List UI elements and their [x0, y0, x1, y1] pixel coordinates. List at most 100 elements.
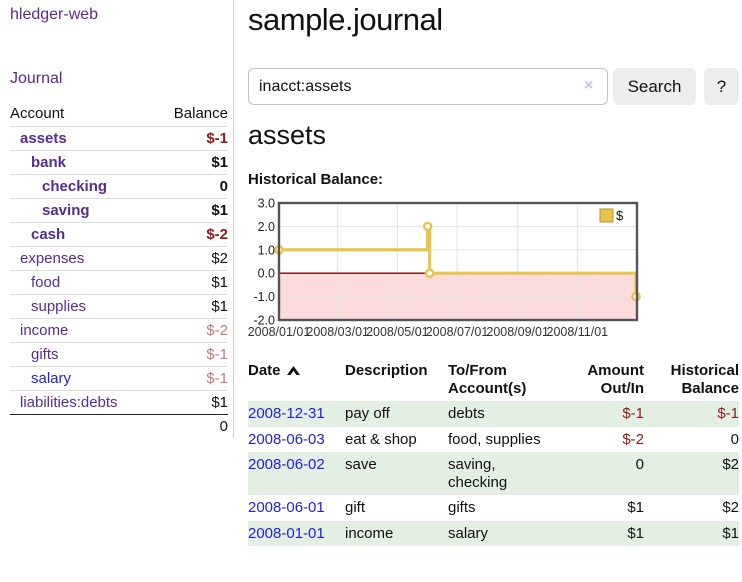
- account-balance: $1: [154, 390, 228, 415]
- register-cell-amount: $1: [627, 499, 644, 516]
- y-axis-tick-label: 3.0: [258, 197, 275, 211]
- search-button[interactable]: Search: [613, 68, 696, 105]
- account-row: salary $-1: [10, 366, 228, 391]
- account-row: income $-2: [10, 318, 228, 343]
- x-axis-tick-label: 2008/01/01: [248, 325, 311, 339]
- account-balance: 0: [154, 174, 228, 199]
- accounts-total-row: 0: [10, 414, 228, 438]
- register-cell-description: gift: [345, 499, 366, 516]
- x-axis-tick-label: 2008/09/01: [486, 325, 549, 339]
- register-date-link[interactable]: 2008-06-02: [248, 456, 325, 473]
- register-cell-amount: $-1: [622, 405, 644, 422]
- y-axis-tick-label: 1.0: [258, 243, 275, 257]
- account-link-food[interactable]: food: [31, 274, 61, 291]
- data-point-marker: [422, 221, 433, 232]
- register-cell-balance: $-1: [717, 405, 739, 422]
- legend-swatch: [599, 208, 614, 223]
- register-row: 2008-12-31 pay off debts $-1 $-1: [248, 401, 739, 427]
- account-balance: $-2: [154, 222, 228, 247]
- register-cell-accounts: saving, checking: [448, 452, 579, 495]
- register-cell-date: 2008-01-01: [248, 521, 345, 547]
- account-row: bank $1: [10, 150, 228, 175]
- account-link-salary[interactable]: salary: [31, 370, 72, 387]
- account-link-saving[interactable]: saving: [42, 202, 90, 219]
- sort-ascending-icon: [286, 366, 300, 375]
- accounts-total-spacer: [10, 414, 155, 438]
- account-balance: $1: [154, 150, 228, 175]
- search-input[interactable]: [248, 68, 608, 105]
- account-heading: assets: [248, 120, 327, 150]
- register-cell-description: pay off: [345, 405, 390, 422]
- sidebar-divider: [233, 0, 234, 438]
- register-cell-balance: $2: [722, 499, 739, 516]
- register-cell-description: income: [345, 524, 394, 542]
- x-axis-tick-label: 2008/07/01: [426, 325, 489, 339]
- register-cell-accounts: salary: [448, 521, 579, 547]
- register-row: 2008-06-02 save saving, checking 0 $2: [248, 452, 739, 495]
- account-row: cash $-2: [10, 222, 228, 247]
- y-axis-tick-label: -2.0: [253, 314, 275, 328]
- register-header-row: Date Description To/From Account(s) Amou…: [248, 358, 739, 401]
- sidebar-item-journal[interactable]: Journal: [10, 70, 63, 87]
- register-accounts-text: salary: [448, 524, 489, 542]
- register-header-date-label: Date: [248, 362, 281, 379]
- accounts-header-balance: Balance: [173, 105, 228, 122]
- account-balance: $2: [154, 246, 228, 271]
- account-balance: $1: [154, 294, 228, 319]
- clear-search-icon[interactable]: ×: [584, 77, 594, 94]
- account-balance: $-1: [154, 126, 228, 151]
- account-link-supplies[interactable]: supplies: [31, 298, 87, 315]
- account-row: saving $1: [10, 198, 228, 223]
- search-bar: × Search ?: [248, 68, 742, 105]
- account-row: gifts $-1: [10, 342, 228, 367]
- register-row: 2008-06-03 eat & shop food, supplies $-2 0: [248, 427, 739, 453]
- account-link-cash[interactable]: cash: [31, 226, 66, 243]
- register-date-link[interactable]: 2008-12-31: [248, 405, 325, 422]
- register-cell-amount: 0: [635, 456, 644, 473]
- account-balance: $-1: [154, 366, 228, 391]
- register-header-date[interactable]: Date: [248, 358, 345, 401]
- accounts-total-value: 0: [154, 414, 228, 438]
- register-cell-balance: $2: [722, 456, 739, 473]
- account-link-gifts[interactable]: gifts: [31, 346, 59, 363]
- register-cell-balance: $1: [722, 524, 739, 542]
- account-row: checking 0: [10, 174, 228, 199]
- plot-border: [277, 201, 639, 322]
- account-row: liabilities:debts $1: [10, 390, 228, 415]
- register-row: 2008-06-01 gift gifts $1 $2: [248, 495, 739, 521]
- register-cell-accounts: debts: [448, 401, 579, 427]
- data-point-marker: [424, 268, 435, 278]
- register-table: Date Description To/From Account(s) Amou…: [248, 358, 739, 546]
- legend-label: $: [616, 208, 624, 223]
- account-link-expenses[interactable]: expenses: [20, 250, 85, 267]
- register-cell-date: 2008-06-02: [248, 452, 345, 495]
- historical-balance-chart: $3.0 2.0 1.0 0.0 -1.0 -2.02008/01/012008/03/0…: [248, 197, 641, 339]
- register-cell-date: 2008-06-03: [248, 427, 345, 453]
- account-row: expenses $2: [10, 246, 228, 271]
- register-cell-date: 2008-12-31: [248, 401, 345, 427]
- register-cell-description: save: [345, 456, 377, 473]
- x-axis-tick-label: 2008/11/01: [547, 325, 609, 339]
- account-balance: $1: [154, 270, 228, 295]
- account-row: assets $-1: [10, 126, 228, 151]
- account-link-checking[interactable]: checking: [42, 178, 108, 195]
- x-axis-tick-label: 2008/05/01: [366, 325, 429, 339]
- register-date-link[interactable]: 2008-01-01: [248, 524, 325, 542]
- account-link-income[interactable]: income: [20, 322, 69, 339]
- account-link-assets[interactable]: assets: [20, 130, 67, 147]
- y-axis-tick-label: 2.0: [258, 220, 275, 234]
- app-title-link[interactable]: hledger-web: [10, 6, 99, 23]
- account-link-liabilities-debts[interactable]: liabilities:debts: [20, 394, 118, 411]
- register-accounts-text: saving, checking: [448, 456, 508, 491]
- register-date-link[interactable]: 2008-06-03: [248, 430, 325, 448]
- register-header-accounts: To/From Account(s): [448, 358, 579, 401]
- help-button[interactable]: ?: [704, 68, 739, 105]
- register-cell-amount: $1: [627, 524, 644, 542]
- account-row: supplies $1: [10, 294, 228, 319]
- register-header-balance: Historical Balance: [670, 362, 739, 397]
- account-link-bank[interactable]: bank: [31, 154, 67, 171]
- accounts-balance-table: Account Balance assets $-1 bank $1 checking 0…: [10, 100, 228, 438]
- register-cell-accounts: gifts: [448, 495, 579, 521]
- register-date-link[interactable]: 2008-06-01: [248, 499, 325, 516]
- account-balance: $-1: [154, 342, 228, 367]
